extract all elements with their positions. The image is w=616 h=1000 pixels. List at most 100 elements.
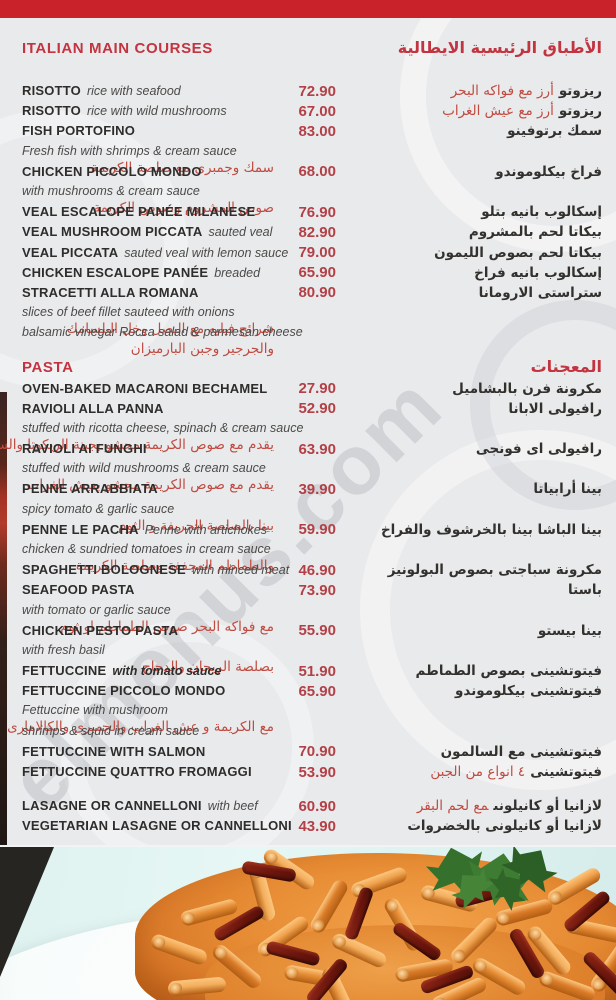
item-arabic-cell: مع فواكه البحر صوص الطماطم او ثوم [22,619,274,635]
menu-item-row: VEAL ESCALOPE PANÉE MILANESE 76.90 إسكال… [22,202,602,222]
item-price: 73.90 [298,581,336,599]
item-name-arabic: فيتوتشينى بصوص الطماطم [415,663,602,680]
item-english-cell: stuffed with ricotta cheese, spinach & c… [22,419,336,437]
menu-item-row: OVEN-BAKED MACARONI BECHAMEL 27.90 مكرون… [22,378,602,398]
item-description: with minced meat [191,563,290,578]
item-price: 83.00 [298,122,336,140]
item-name-arabic: بيكاتا لحم بالمشروم [468,224,602,241]
item-arabic-cell: والطماطم المجففة وصلصة الكريمة [22,558,274,574]
menu-item-row: spicy tomato & garlic sauce بينا بالصلصة… [22,500,602,534]
item-description: with fresh basil [22,642,105,657]
item-english-cell: spicy tomato & garlic sauce [22,500,336,518]
item-english-cell: RISOTTO rice with wild mushrooms [22,102,274,120]
item-name-arabic: رافيولى الابانا [508,400,602,417]
item-name: RAVIOLI AI FUNGHI [22,441,147,457]
item-price: 46.90 [298,561,336,579]
item-name: PENNE LE PACHA [22,521,139,537]
item-price: 60.90 [298,797,336,815]
menu-item-row: RAVIOLI ALLA PANNA 52.90 رافيولى الابانا [22,399,602,419]
item-description: with tomato sauce [112,664,222,679]
item-english-cell: slices of beef fillet sauteed with onion… [22,303,336,321]
item-arabic-cell: لازانيا أو كانيلونى بالخضروات [336,818,602,834]
menu-item-row: Fresh fish with shrimps & cream sauce سم… [22,142,602,176]
menu-item-row: FISH PORTOFINO 83.00 سمك برتوفينو [22,121,602,141]
section-title-ar: الأطباق الرئيسية الايطالية [397,38,602,57]
item-english-cell: balsamic vinegar Rocca salad & parmesan … [22,323,336,341]
item-name: SPAGHETTI BOLOGNESE [22,562,186,578]
menu-item-row: chicken & sundried tomatoes in cream sau… [22,540,602,574]
item-arabic-cell: بصلصة الريحان والدجاج [22,659,274,675]
menu-item-row: FETTUCCINE WITH SALMON 70.90 فيتوتشينى م… [22,742,602,762]
item-description: with mushrooms & cream sauce [22,183,200,198]
item-english-cell: RAVIOLI AI FUNGHI [22,440,274,458]
menu-item-row: with tomato or garlic sauce مع فواكه الب… [22,601,602,635]
item-arabic-cell: ريزوتوأرز مع فواكه البحر [336,83,602,99]
item-price: 27.90 [298,380,336,398]
menu-section: ITALIAN MAIN COURSES الأطباق الرئيسية ال… [22,38,602,357]
item-description: sauted veal with lemon sauce [124,245,289,260]
item-arabic-cell: رافيولى الابانا [336,401,602,417]
item-description-arabic: ٤ انواع من الجبن [430,764,526,781]
item-description: stuffed with wild mushrooms & cream sauc… [22,461,266,476]
menu-item-row: VEAL MUSHROOM PICCATA sauted veal 82.90 ب… [22,222,602,242]
item-price: 63.90 [298,440,336,458]
item-arabic-cell: باستا [336,582,602,598]
section-title-en: ITALIAN MAIN COURSES [22,40,213,57]
item-price: 65.90 [298,682,336,700]
menu-item-row: CHICKEN PICCOLO MONDO 68.00 فراخ بيكلومو… [22,162,602,182]
item-price: 79.00 [298,244,336,262]
item-name-arabic: مكرونة سباجتى بصوص البولونيز [387,562,602,579]
item-name-arabic: فراخ بيكلوموندو [495,163,602,180]
item-name-arabic: بينا بيستو [537,622,602,639]
item-description-arabic: سمك وجمبرى مع صلصة الكريمة [90,159,274,176]
item-english-cell: FETTUCCINE with tomato sauce [22,662,274,680]
item-arabic-cell: ستراستى الارومانا [336,285,602,301]
item-price: 76.90 [298,203,336,221]
item-arabic-cell: مكرونة فرن بالبشاميل [336,381,602,397]
item-english-cell: FETTUCCINE QUATTRO FROMAGGI [22,763,274,781]
item-english-cell: Fettuccine with mushroom [22,701,336,719]
item-arabic-cell: شرائح فيليه مع البصل وخل البلسامك [22,321,274,337]
item-description-arabic: مع لحم البقر [416,798,489,815]
menu-item-row: RISOTTO rice with wild mushrooms 67.00 ري… [22,101,602,121]
item-name: CHICKEN ESCALOPE PANÉE [22,264,209,280]
item-name-arabic: فيتوتشينى مع السالمون [440,743,602,760]
item-name-arabic: لازانيا أو كانيلونى [493,798,602,815]
item-name: VEAL ESCALOPE PANÉE MILANESE [22,204,256,220]
item-name: CHICKEN PICCOLO MONDO [22,163,202,179]
item-name: LASAGNE OR CANNELLONI [22,798,202,814]
item-description-arabic: يقدم مع صوص الكريمة محشو بجبنة الريكوتا … [0,436,274,453]
item-name: RISOTTO [22,103,81,119]
item-price: 80.90 [298,284,336,302]
menu-item-row: FETTUCCINE PICCOLO MONDO 65.90 فيتوتشينى… [22,681,602,701]
menu-item-row: RAVIOLI AI FUNGHI 63.90 رافيولى اى فونجى [22,439,602,459]
item-name-arabic: ستراستى الارومانا [478,284,602,301]
item-description-arabic: مع فواكه البحر صوص الطماطم او ثوم [60,618,274,635]
item-price: 52.90 [298,400,336,418]
item-name-arabic: فيتوتشينى بيكلوموندو [455,683,602,700]
item-name-arabic: لازانيا أو كانيلونى بالخضروات [407,818,602,835]
section-gap [22,782,602,796]
item-arabic-cell: بينا الباشا بينا بالخرشوف والفراخ [336,522,602,538]
item-name-arabic: بينا أرابياتا [533,481,602,498]
item-name-arabic: فيتوتشينى [530,764,602,781]
item-english-cell: chicken & sundried tomatoes in cream sau… [22,540,336,558]
item-name: VEGETARIAN LASAGNE OR CANNELLONI [22,818,292,834]
item-english-cell: VEAL MUSHROOM PICCATA sauted veal [22,223,274,241]
menu-item-row: SEAFOOD PASTA 73.90 باستا [22,580,602,600]
item-description-arabic: والطماطم المجففة وصلصة الكريمة [75,557,274,574]
item-arabic-cell: يقدم مع صوص الكريمة محشو بعيش الغراب [22,477,274,493]
item-description: rice with wild mushrooms [86,104,227,119]
item-name: FETTUCCINE QUATTRO FROMAGGI [22,764,252,780]
item-name-arabic: مكرونة فرن بالبشاميل [452,380,602,397]
top-red-bar [0,0,616,18]
item-arabic-cell: رافيولى اى فونجى [336,441,602,457]
item-name-arabic: باستا [568,582,602,599]
item-name: CHICKEN PESTO PASTA [22,622,179,638]
item-price: 39.90 [298,480,336,498]
item-english-cell: OVEN-BAKED MACARONI BECHAMEL [22,380,274,398]
item-name-arabic: رافيولى اى فونجى [475,441,602,458]
item-name-arabic: سمك برتوفينو [507,123,602,140]
item-description-arabic: يقدم مع صوص الكريمة محشو بعيش الغراب [26,477,274,494]
